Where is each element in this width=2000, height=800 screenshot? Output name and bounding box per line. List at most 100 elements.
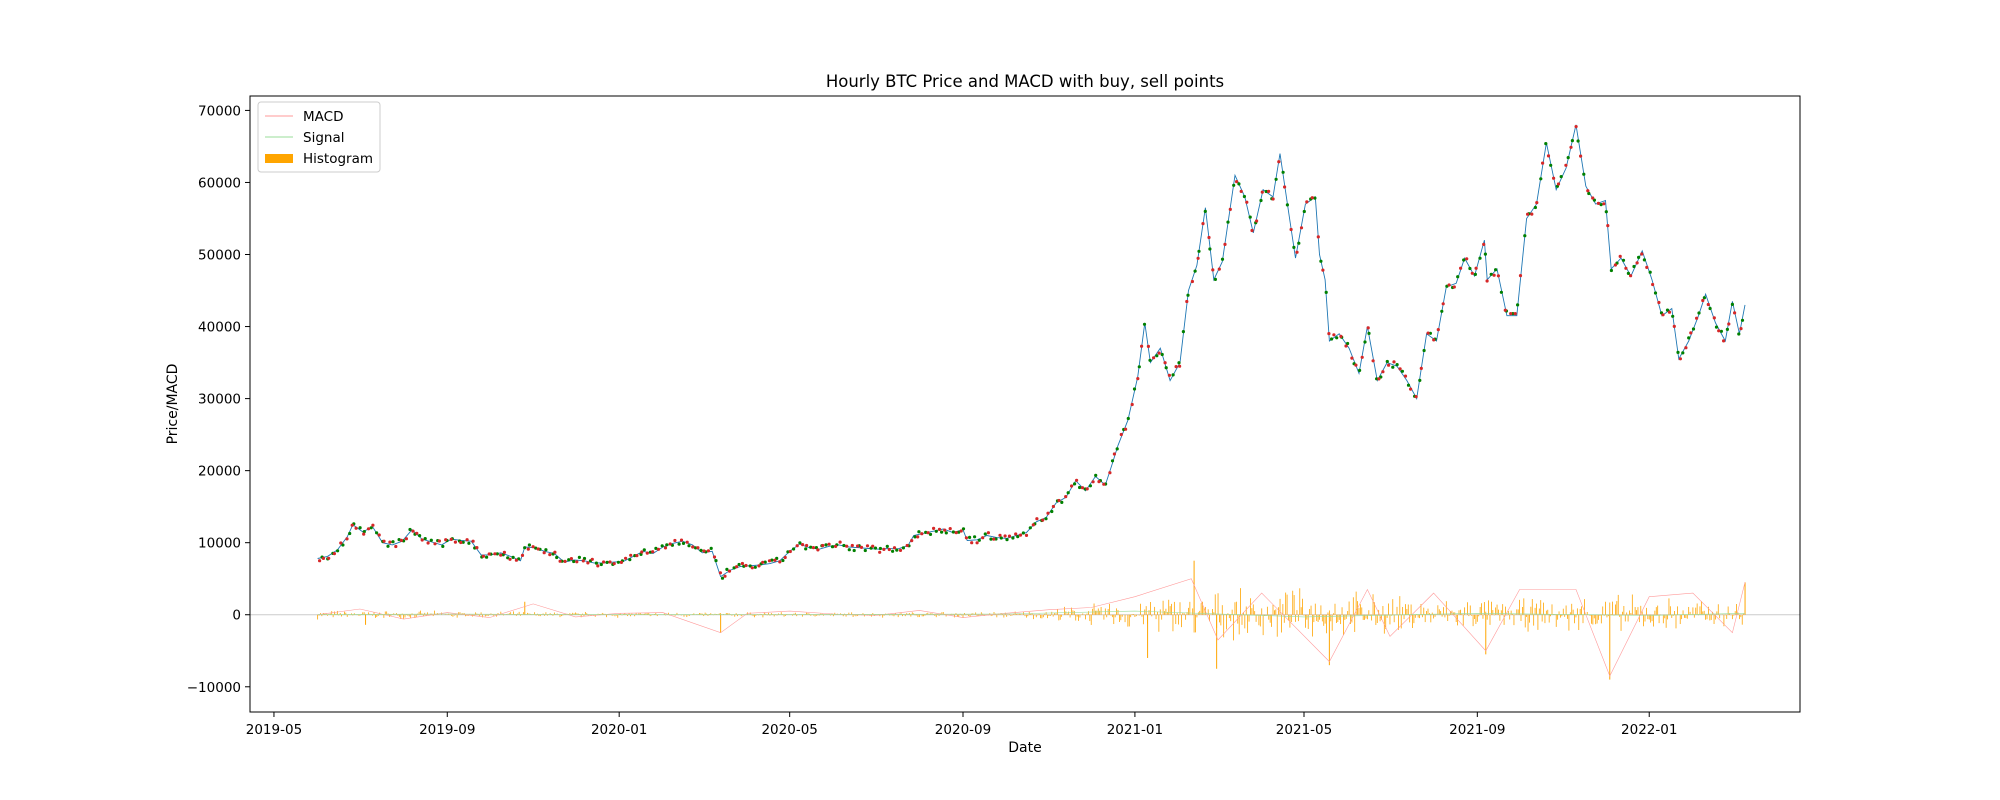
sell-point (608, 560, 612, 564)
buy-point (577, 555, 582, 560)
buy-point (599, 562, 603, 567)
sell-point (1574, 125, 1578, 129)
buy-point (1737, 332, 1741, 336)
x-tick-label: 2022-01 (1621, 722, 1677, 738)
sell-point (1260, 190, 1264, 194)
sell-point (459, 540, 463, 545)
buy-point (544, 548, 548, 552)
sell-point (948, 527, 952, 531)
buy-point (1319, 259, 1323, 263)
sell-point (656, 547, 661, 551)
sell-point (1419, 366, 1423, 370)
buy-point (1155, 354, 1159, 358)
buy-point (1115, 447, 1119, 451)
sell-point (750, 566, 754, 570)
buy-point (1213, 277, 1217, 281)
buy-point (687, 544, 691, 548)
sell-point (1014, 532, 1018, 536)
x-tick-label: 2021-09 (1449, 722, 1505, 738)
sell-point (998, 533, 1002, 537)
sell-point (465, 538, 469, 542)
buy-point (1576, 139, 1580, 143)
sell-point (1535, 201, 1539, 205)
sell-point (1552, 176, 1556, 180)
sell-point (816, 548, 820, 552)
sell-point (1470, 271, 1474, 275)
sell-point (1178, 364, 1182, 368)
sell-point (871, 544, 875, 548)
sell-point (1350, 356, 1354, 360)
sell-point (1024, 533, 1029, 538)
buy-point (1164, 366, 1168, 370)
sell-point (481, 554, 485, 558)
sell-point (1530, 212, 1534, 216)
sell-point (1392, 360, 1396, 364)
sell-point (1717, 329, 1721, 333)
buy-point (1181, 330, 1185, 334)
sell-point (1091, 480, 1095, 484)
sell-point (811, 546, 816, 550)
sell-point (1305, 200, 1309, 204)
sell-point (727, 569, 732, 573)
sell-point (575, 560, 579, 564)
sell-point (1235, 180, 1239, 184)
sell-point (761, 560, 765, 564)
sell-point (1492, 273, 1496, 277)
sell-point (1277, 160, 1281, 164)
sell-point (1706, 302, 1710, 307)
buy-point (1021, 531, 1025, 535)
buy-point (891, 549, 895, 553)
sell-point (640, 550, 644, 554)
sell-point (1255, 219, 1259, 223)
buy-point (1632, 264, 1636, 269)
buy-point (1406, 383, 1411, 387)
buy-point (1621, 258, 1626, 262)
sell-point (773, 558, 777, 562)
sell-point (691, 545, 695, 549)
buy-point (824, 543, 828, 547)
buy-point (1281, 170, 1285, 174)
buy-point (1203, 209, 1207, 213)
sell-point (471, 539, 475, 543)
y-tick-label: 60000 (198, 175, 241, 191)
sell-point (712, 555, 717, 559)
sell-point (553, 550, 557, 554)
sell-point (778, 560, 782, 564)
sell-point (635, 554, 639, 558)
sell-point (1640, 252, 1644, 256)
legend-label-macd: MACD (303, 109, 343, 125)
sell-point (827, 542, 831, 546)
buy-point (1566, 156, 1570, 160)
sell-point (1354, 363, 1358, 367)
legend: MACD Signal Histogram (257, 101, 381, 173)
buy-point (1259, 198, 1263, 203)
sell-point (1657, 300, 1661, 305)
sell-point (1678, 357, 1682, 361)
buy-point (961, 527, 966, 531)
sell-point (1518, 274, 1523, 278)
sell-point (1569, 145, 1573, 149)
buy-point (901, 546, 906, 550)
sell-point (339, 541, 343, 545)
buy-point (1400, 369, 1404, 373)
buy-point (1160, 352, 1164, 357)
sell-point (992, 537, 996, 541)
buy-point (1499, 290, 1503, 294)
buy-point (628, 558, 632, 562)
buy-point (1604, 210, 1608, 214)
sell-point (444, 538, 448, 542)
sell-point (426, 541, 430, 545)
sell-point (1684, 346, 1688, 350)
buy-point (1005, 538, 1009, 542)
sell-point (475, 546, 479, 550)
buy-point (1691, 327, 1696, 331)
x-tick-label: 2019-09 (419, 722, 475, 738)
chart-title: Hourly BTC Price and MACD with buy, sell… (826, 72, 1224, 91)
buy-point (814, 546, 819, 550)
buy-point (852, 548, 856, 553)
sell-point (1387, 363, 1391, 367)
buy-point (934, 529, 938, 533)
y-tick-label: 10000 (198, 536, 241, 552)
buy-point (1511, 312, 1515, 316)
sell-point (954, 531, 958, 535)
